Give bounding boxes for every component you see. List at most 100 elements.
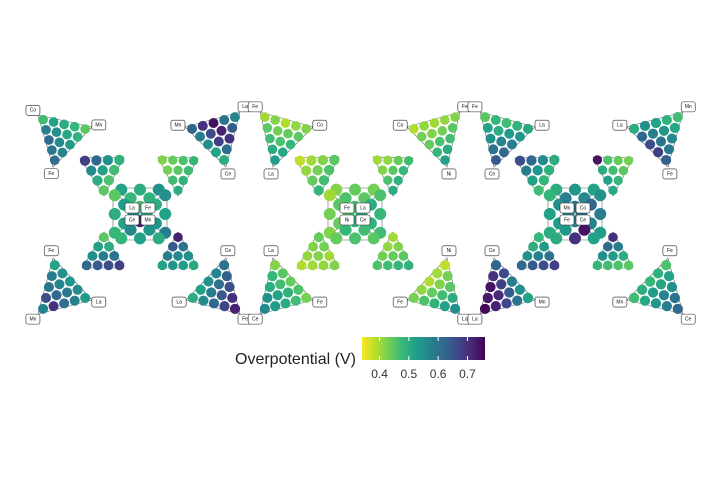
- triangle-outline: [79, 156, 125, 197]
- colorbar-tick-label: 0.6: [430, 367, 447, 381]
- composition-dot: [259, 303, 270, 314]
- composition-dot: [80, 124, 91, 134]
- composition-dot: [594, 189, 607, 202]
- composition-dot: [98, 185, 109, 196]
- composition-dot: [532, 165, 543, 176]
- composition-dot: [208, 117, 219, 128]
- composition-dot: [432, 268, 443, 279]
- composition-dot: [115, 232, 128, 245]
- composition-dot: [275, 136, 286, 147]
- composition-dot: [87, 251, 98, 261]
- composition-dot: [377, 165, 388, 175]
- composition-dot: [162, 165, 173, 175]
- triangle-outline: [294, 156, 340, 197]
- label-box: [534, 119, 550, 131]
- composition-dot: [178, 175, 188, 186]
- composition-dot: [57, 268, 68, 279]
- composition-dot: [393, 260, 404, 271]
- composition-dot: [173, 232, 183, 243]
- composition-dot: [213, 279, 225, 290]
- composition-dot: [157, 155, 168, 165]
- composition-dot: [666, 281, 678, 293]
- ternary-triangle: [372, 155, 414, 197]
- label-box: [484, 168, 500, 180]
- composition-dot: [46, 145, 57, 155]
- composition-dot: [330, 232, 343, 245]
- composition-dot: [290, 295, 301, 306]
- composition-dot: [302, 251, 313, 261]
- label-box: [124, 202, 140, 214]
- ternary-triangle: Ni Fe La: [392, 245, 473, 325]
- triangle-outline: [372, 231, 414, 269]
- composition-dot: [134, 183, 146, 196]
- composition-dot: [393, 155, 403, 166]
- composition-dot: [203, 276, 214, 287]
- ternary-triangle: [294, 154, 340, 197]
- composition-dot: [221, 144, 232, 155]
- composition-dot: [159, 189, 172, 202]
- composition-dot: [69, 121, 80, 132]
- composition-dot: [44, 135, 54, 145]
- corner-label: Ce: [225, 248, 232, 254]
- corner-label: Fe: [667, 248, 673, 254]
- composition-dot: [602, 241, 613, 252]
- corner-label: Ce: [489, 171, 496, 177]
- composition-dot: [98, 232, 109, 243]
- composition-dot: [46, 271, 57, 282]
- composition-dot: [652, 268, 664, 279]
- composition-dot: [655, 279, 667, 290]
- composition-dot: [485, 133, 496, 144]
- label-box: [91, 296, 107, 308]
- composition-dot: [569, 183, 581, 196]
- composition-dot: [623, 260, 634, 271]
- composition-dot: [54, 137, 65, 148]
- ternary-triangle: Fe La Ce: [467, 101, 550, 180]
- composition-dot: [658, 290, 670, 301]
- composition-dot: [313, 185, 324, 196]
- composition-dot: [398, 251, 409, 261]
- composition-dot: [358, 223, 371, 236]
- corner-label: Fe: [472, 104, 478, 110]
- composition-dot: [608, 165, 618, 176]
- composition-dot: [504, 128, 515, 139]
- composition-dot: [383, 175, 393, 185]
- composition-dot: [323, 189, 336, 202]
- composition-dot: [666, 133, 678, 144]
- composition-dot: [324, 251, 335, 261]
- composition-dot: [329, 154, 340, 166]
- composition-dot: [203, 139, 214, 150]
- composition-dot: [301, 123, 312, 134]
- triangle-outline: [592, 231, 634, 269]
- composition-dot: [91, 155, 102, 166]
- composition-dot: [188, 156, 199, 166]
- composition-dot: [419, 295, 430, 306]
- composition-dot: [157, 260, 168, 271]
- label-box: [25, 313, 41, 325]
- corner-label: Fe: [317, 299, 323, 305]
- label-box: [662, 168, 678, 180]
- composition-dot: [229, 303, 241, 314]
- composition-dot: [162, 251, 173, 261]
- composition-dot: [267, 271, 278, 282]
- composition-dot: [178, 260, 189, 271]
- label-box: [612, 119, 628, 131]
- ternary-triangle: Mn La Ce: [170, 101, 253, 180]
- composition-dot: [114, 260, 125, 271]
- ternary-triangle: La Fe Ce: [247, 245, 328, 325]
- composition-dot: [168, 175, 178, 185]
- composition-dot: [496, 136, 507, 147]
- composition-dot: [195, 284, 206, 295]
- ternary-triangle: [81, 231, 125, 271]
- composition-dot: [270, 301, 281, 312]
- ternary-triangle: [592, 155, 634, 197]
- ternary-triangle: Co Mn Fe: [25, 105, 107, 180]
- composition-dot: [658, 125, 670, 136]
- corner-label: Mn: [174, 122, 181, 128]
- composition-dot: [59, 119, 69, 130]
- composition-dot: [72, 284, 83, 295]
- triangle-outline: [514, 156, 560, 197]
- corner-label: La: [472, 316, 478, 322]
- label-box: [559, 214, 575, 226]
- composition-dot: [307, 175, 318, 186]
- composition-dot: [349, 232, 361, 245]
